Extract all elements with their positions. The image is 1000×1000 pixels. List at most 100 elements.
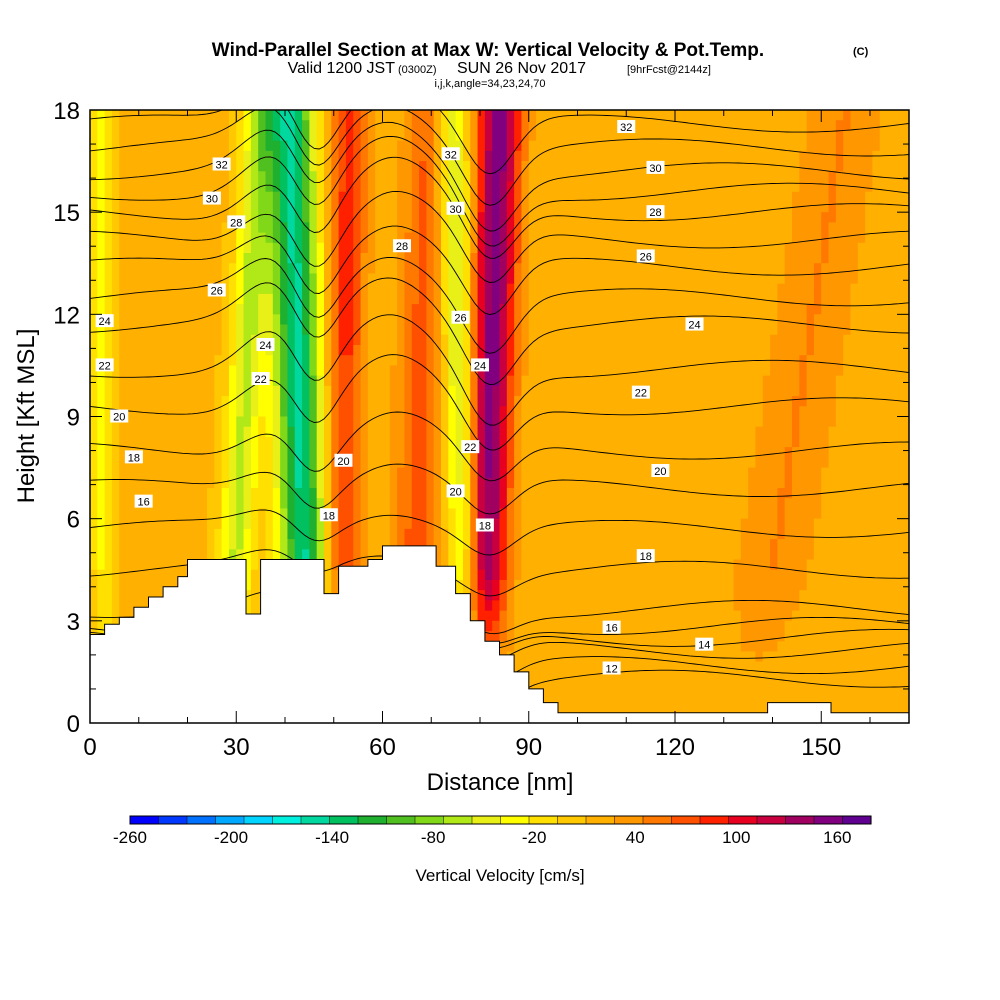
velocity-cell xyxy=(455,426,464,438)
velocity-cell xyxy=(397,396,406,407)
velocity-cell xyxy=(250,385,259,397)
velocity-cell xyxy=(170,334,179,346)
velocity-cell xyxy=(806,242,815,254)
velocity-cell xyxy=(850,344,859,356)
velocity-cell xyxy=(484,498,493,510)
velocity-cell xyxy=(813,334,822,346)
velocity-cell xyxy=(579,355,588,367)
velocity-cell xyxy=(550,130,559,142)
velocity-cell xyxy=(448,304,457,315)
velocity-cell xyxy=(572,426,581,438)
velocity-cell xyxy=(192,110,201,121)
velocity-cell xyxy=(185,426,193,438)
velocity-cell xyxy=(587,508,596,520)
velocity-cell xyxy=(90,508,98,520)
velocity-cell xyxy=(718,416,727,428)
velocity-cell xyxy=(828,436,837,448)
velocity-cell xyxy=(857,477,866,489)
velocity-cell xyxy=(243,253,252,264)
velocity-cell xyxy=(901,375,909,387)
velocity-cell xyxy=(784,181,793,193)
velocity-cell xyxy=(170,232,179,244)
velocity-cell xyxy=(104,518,113,530)
velocity-cell xyxy=(192,355,201,367)
velocity-cell xyxy=(258,222,267,234)
velocity-cell xyxy=(477,273,486,285)
velocity-cell xyxy=(521,385,530,397)
velocity-cell xyxy=(345,375,354,387)
velocity-cell xyxy=(177,222,186,234)
velocity-cell xyxy=(258,242,267,254)
velocity-cell xyxy=(565,518,574,530)
velocity-cell xyxy=(521,477,530,489)
velocity-cell xyxy=(104,488,113,499)
velocity-cell xyxy=(441,406,449,418)
velocity-cell xyxy=(331,436,340,448)
velocity-cell xyxy=(250,457,259,469)
velocity-cell xyxy=(170,191,179,203)
velocity-cell xyxy=(389,130,398,142)
velocity-cell xyxy=(506,385,515,397)
velocity-cell xyxy=(616,130,625,142)
velocity-cell xyxy=(660,528,669,540)
velocity-cell xyxy=(865,508,874,520)
velocity-cell xyxy=(324,406,332,418)
velocity-cell xyxy=(316,549,325,561)
velocity-cell xyxy=(587,365,596,377)
velocity-cell xyxy=(411,406,420,418)
velocity-cell xyxy=(470,559,479,571)
velocity-cell xyxy=(887,406,895,418)
velocity-cell xyxy=(170,385,179,397)
velocity-cell xyxy=(536,201,544,213)
velocity-cell xyxy=(280,528,289,540)
velocity-cell xyxy=(894,293,903,305)
velocity-cell xyxy=(828,528,837,540)
velocity-cell xyxy=(645,447,654,458)
velocity-cell xyxy=(389,498,398,510)
velocity-cell xyxy=(155,406,164,418)
velocity-cell xyxy=(521,263,530,275)
velocity-cell xyxy=(828,334,837,346)
velocity-cell xyxy=(755,498,764,510)
velocity-cell xyxy=(850,232,859,244)
velocity-cell xyxy=(221,130,230,142)
velocity-cell xyxy=(696,498,705,510)
velocity-cell xyxy=(90,344,98,356)
velocity-cell xyxy=(155,161,164,172)
velocity-cell xyxy=(265,447,274,458)
velocity-cell xyxy=(265,304,274,315)
velocity-cell xyxy=(506,324,515,336)
velocity-cell xyxy=(704,161,713,172)
velocity-cell xyxy=(777,436,786,448)
velocity-cell xyxy=(879,263,888,275)
velocity-cell xyxy=(221,426,230,438)
velocity-cell xyxy=(550,201,559,213)
velocity-cell xyxy=(601,324,610,336)
velocity-cell xyxy=(623,130,632,142)
velocity-cell xyxy=(733,130,742,142)
velocity-cell xyxy=(389,314,398,326)
velocity-cell xyxy=(163,161,172,172)
velocity-cell xyxy=(272,344,281,356)
velocity-cell xyxy=(404,171,413,183)
velocity-cell xyxy=(470,549,479,561)
velocity-cell xyxy=(689,477,698,489)
velocity-cell xyxy=(499,477,508,489)
velocity-cell xyxy=(404,334,413,346)
velocity-cell xyxy=(492,201,501,213)
velocity-cell xyxy=(806,283,815,295)
velocity-cell xyxy=(389,191,398,203)
velocity-cell xyxy=(879,528,888,540)
velocity-cell xyxy=(572,477,581,489)
velocity-cell xyxy=(155,365,164,377)
velocity-cell xyxy=(470,130,479,142)
velocity-cell xyxy=(865,477,874,489)
velocity-cell xyxy=(272,110,281,121)
velocity-cell xyxy=(163,334,172,346)
velocity-cell xyxy=(228,293,237,305)
velocity-cell xyxy=(748,344,757,356)
velocity-cell xyxy=(521,161,530,172)
velocity-cell xyxy=(813,498,822,510)
velocity-cell xyxy=(609,365,618,377)
velocity-cell xyxy=(704,416,713,428)
